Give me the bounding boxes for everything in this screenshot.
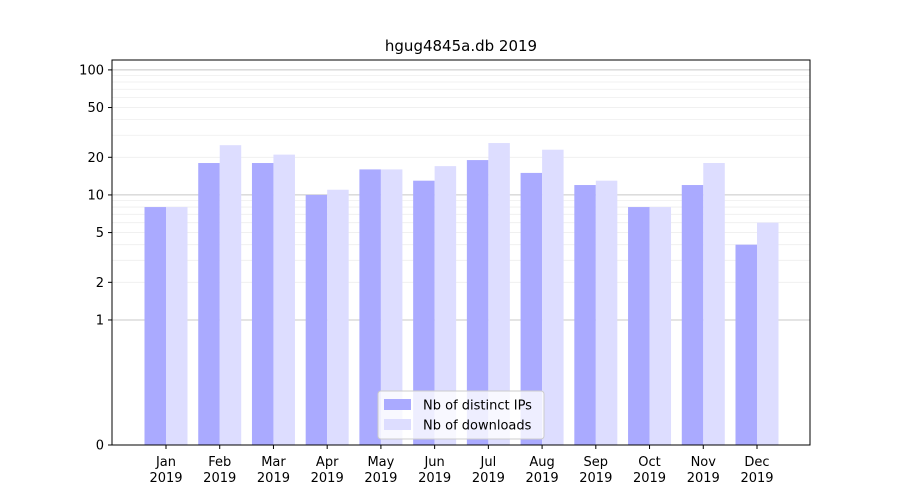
x-tick-label-month: Sep [584, 455, 609, 470]
y-tick-label: 100 [79, 63, 104, 78]
bar-distinct-ips-oct [628, 207, 650, 445]
y-tick-label: 50 [87, 101, 104, 116]
bar-downloads-jul [488, 143, 510, 445]
x-tick-label-year: 2019 [687, 471, 720, 486]
chart-title: hgug4845a.db 2019 [385, 37, 537, 55]
x-tick-label-month: Nov [691, 455, 717, 470]
x-axis: Jan2019Feb2019Mar2019Apr2019May2019Jun20… [149, 445, 774, 486]
bar-downloads-apr [327, 189, 349, 445]
x-tick-label-month: Jul [480, 455, 497, 470]
y-tick-label: 10 [87, 188, 104, 203]
bar-distinct-ips-may [359, 169, 381, 445]
x-tick-label-month: Oct [638, 455, 660, 470]
legend-box [377, 390, 545, 440]
y-axis: 0 1 2 5 10 20 50 100 [79, 63, 112, 454]
x-tick-label-month: Feb [208, 455, 231, 470]
x-tick-label-month: Jan [155, 455, 176, 470]
x-tick-label-month: May [367, 455, 394, 470]
y-tick-label: 20 [87, 151, 104, 166]
bar-distinct-ips-nov [681, 185, 704, 445]
x-tick-label-month: Aug [529, 455, 554, 470]
bar-distinct-ips-apr [305, 194, 328, 445]
x-tick-label-year: 2019 [740, 471, 773, 486]
x-tick-label-year: 2019 [364, 471, 397, 486]
bar-downloads-jan [166, 207, 188, 445]
bar-downloads-nov [703, 163, 725, 445]
bars [144, 143, 779, 446]
x-tick-label-year: 2019 [257, 471, 290, 486]
bar-downloads-jun [434, 166, 457, 445]
legend-label: Nb of distinct IPs [423, 399, 532, 414]
bar-distinct-ips-sep [574, 185, 596, 445]
x-tick-label-year: 2019 [633, 471, 666, 486]
bar-downloads-dec [757, 222, 779, 445]
bar-downloads-may [380, 169, 403, 445]
x-tick-label-year: 2019 [311, 471, 344, 486]
x-tick-label-month: Jun [423, 455, 444, 470]
bar-distinct-ips-mar [251, 163, 274, 445]
y-tick-label: 1 [96, 313, 104, 328]
legend-swatch [384, 399, 411, 410]
bar-distinct-ips-jul [466, 160, 489, 445]
legend-swatch [384, 419, 411, 430]
bar-downloads-aug [542, 149, 564, 446]
y-tick-label: 5 [96, 226, 104, 241]
x-tick-label-year: 2019 [526, 471, 559, 486]
x-tick-label-year: 2019 [418, 471, 451, 486]
bar-distinct-ips-jun [413, 180, 435, 445]
bar-downloads-sep [595, 180, 618, 445]
legend-label: Nb of downloads [423, 419, 532, 434]
x-tick-label-month: Dec [744, 455, 769, 470]
plot-frame [111, 59, 811, 446]
y-tick-label: 2 [96, 276, 104, 291]
bar-downloads-oct [649, 207, 672, 445]
y-tick-label: 0 [96, 439, 104, 454]
x-tick-label-month: Mar [261, 455, 286, 470]
x-tick-label-year: 2019 [149, 471, 182, 486]
x-tick-label-year: 2019 [472, 471, 505, 486]
x-tick-label-month: Apr [316, 455, 339, 470]
x-tick-label-year: 2019 [579, 471, 612, 486]
x-tick-label-year: 2019 [203, 471, 236, 486]
bar-distinct-ips-feb [198, 163, 220, 445]
legend: Nb of distinct IPs Nb of downloads [377, 390, 545, 440]
bar-distinct-ips-aug [520, 172, 543, 445]
bar-downloads-feb [219, 145, 242, 445]
bar-distinct-ips-dec [735, 244, 757, 445]
bar-downloads-mar [273, 154, 295, 446]
bar-distinct-ips-jan [144, 207, 166, 445]
